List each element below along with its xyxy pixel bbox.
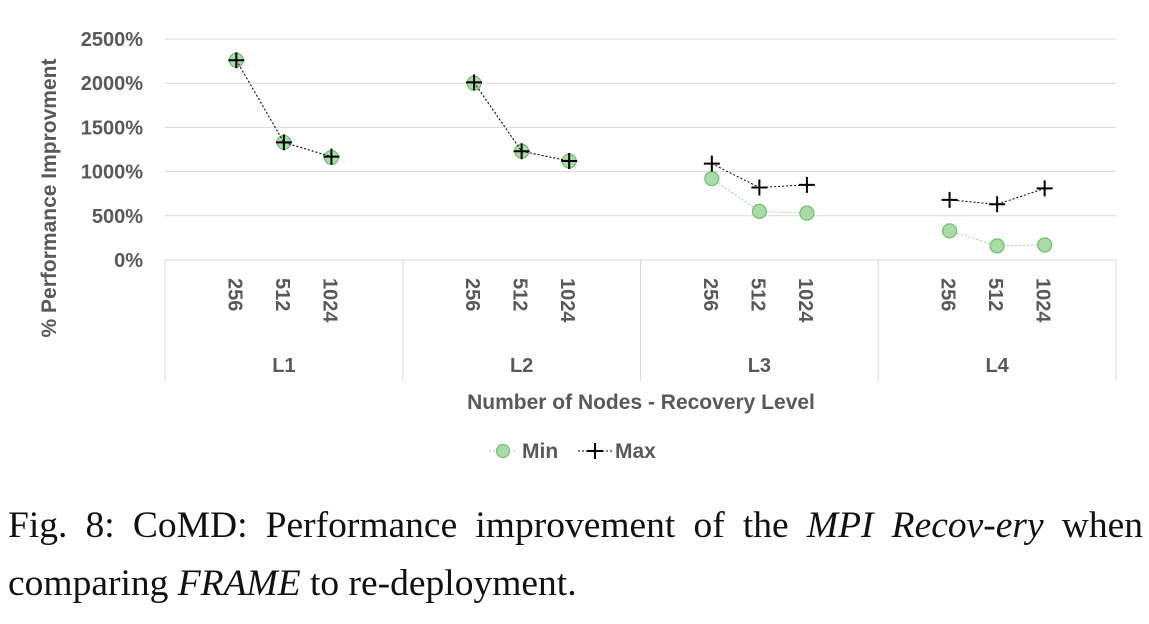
legend-max-marker — [587, 443, 603, 459]
y-tick-label: 500% — [92, 206, 143, 228]
x-tick-label: 1024 — [318, 278, 340, 323]
max-series-line — [235, 59, 332, 158]
y-axis-title: % Performance Improvment — [38, 59, 61, 338]
caption-prefix: Fig. 8: CoMD: Performance improvement of… — [8, 505, 789, 546]
max-point — [466, 74, 483, 91]
x-tick-label: 1024 — [1032, 278, 1054, 323]
x-tick-label: 1024 — [794, 278, 816, 323]
group-label: L3 — [748, 355, 771, 377]
max-point — [513, 143, 530, 160]
min-point — [1037, 237, 1053, 253]
max-point — [561, 152, 578, 169]
caption-emphasis-mpi: MPI Recov-ery — [806, 505, 1044, 546]
chart: 0%500%1000%1500%2000%2500% 256 512 1024L12… — [38, 29, 1117, 463]
y-tick-label: 2500% — [81, 29, 143, 51]
series-layer — [228, 52, 1053, 254]
x-tick-label: 512 — [509, 278, 531, 311]
min-point — [751, 203, 767, 219]
y-tick-label: 0% — [114, 250, 143, 272]
group-label: L2 — [510, 355, 533, 377]
min-series-line — [235, 59, 332, 158]
caption-suffix: to re-deployment. — [310, 563, 577, 604]
group-label: L1 — [272, 355, 295, 377]
max-point — [798, 176, 815, 193]
legend-min-label: Min — [522, 440, 558, 463]
legend-max-label: Max — [615, 440, 656, 463]
y-tick-label: 1500% — [81, 117, 143, 139]
x-axis: 256 512 1024 L1 256 512 1024 L2 256 512 1024 L3 256 5… — [164, 260, 1117, 381]
max-series-line — [473, 82, 570, 162]
x-tick-label: 512 — [984, 278, 1006, 311]
x-tick-label: 512 — [271, 278, 293, 311]
x-tick-label: 256 — [223, 278, 245, 311]
x-tick-label: 256 — [937, 278, 959, 311]
max-point — [751, 179, 768, 196]
x-tick-label: 256 — [461, 278, 483, 311]
x-tick-label: 256 — [699, 278, 721, 311]
y-tick-label: 2000% — [81, 73, 143, 95]
max-point — [323, 148, 340, 165]
min-point — [989, 238, 1005, 254]
x-tick-label: 1024 — [556, 278, 578, 323]
gridlines — [165, 38, 1116, 261]
max-point — [941, 191, 958, 208]
group-label: L4 — [985, 355, 1009, 377]
min-point — [704, 171, 720, 187]
max-point — [1036, 180, 1053, 197]
x-axis-title: Number of Nodes - Recovery Level — [467, 391, 815, 414]
x-tick-label: 512 — [746, 278, 768, 311]
legend: Min Max — [489, 440, 656, 463]
max-point — [703, 155, 720, 172]
max-point — [989, 196, 1006, 213]
y-tick-labels: 0% 500% 1000% 1500% 2000% 2500% — [81, 29, 143, 272]
min-point — [799, 205, 815, 221]
max-series-line — [949, 187, 1045, 205]
max-point — [275, 134, 292, 151]
caption-emphasis-frame: FRAME — [177, 563, 301, 604]
min-point — [941, 223, 958, 239]
figure-caption: Fig. 8: CoMD: Performance improvement of… — [8, 497, 1143, 613]
max-point — [228, 52, 245, 69]
y-tick-label: 1000% — [81, 162, 143, 184]
caption-mid: when comparing — [8, 505, 1144, 604]
